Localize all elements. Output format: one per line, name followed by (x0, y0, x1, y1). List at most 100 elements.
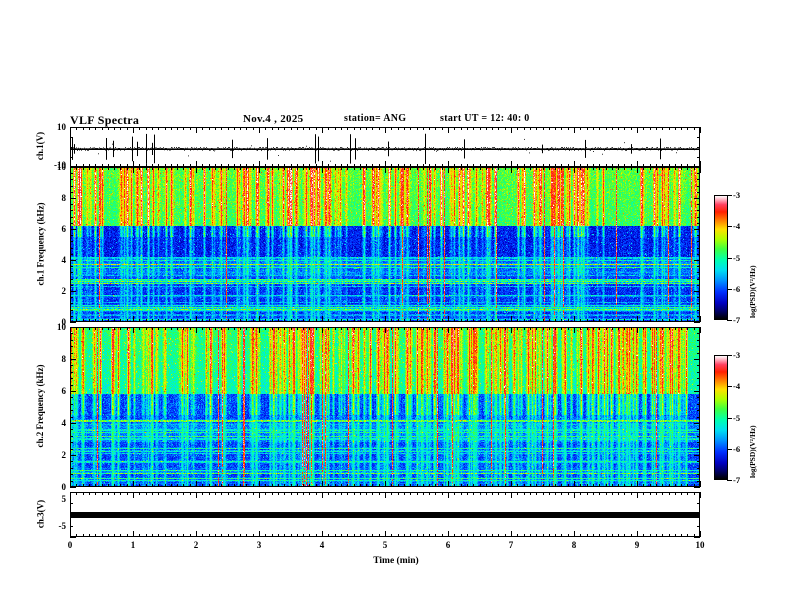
x-tick (466, 127, 468, 130)
x-tick (586, 127, 588, 130)
colorbar-tick-label--6: -6 (733, 283, 741, 294)
x-tick (170, 164, 172, 167)
x-tick (88, 319, 90, 322)
y-tick (697, 365, 700, 367)
y-tick (70, 127, 76, 128)
x-tick (542, 534, 544, 537)
x-tick (422, 319, 424, 322)
x-tick (139, 164, 141, 167)
x-tick (240, 492, 242, 495)
x-tick (542, 484, 544, 487)
y-tick (70, 173, 73, 175)
x-tick (120, 492, 122, 495)
x-tick (435, 319, 437, 322)
y-tick (70, 365, 73, 367)
x-tick (416, 127, 418, 130)
x-tick (630, 127, 632, 130)
x-tick (246, 164, 248, 167)
x-tick (630, 492, 632, 495)
x-tick (259, 481, 260, 487)
y-tick (697, 216, 700, 218)
x-tick (435, 167, 437, 170)
x-tick (567, 534, 569, 537)
x-tick (643, 167, 645, 170)
x-tick (624, 484, 626, 487)
x-tick (454, 534, 456, 537)
y-tick (697, 448, 700, 450)
x-tick (485, 327, 487, 330)
x-tick (202, 164, 204, 167)
x-tick (183, 327, 185, 330)
y-tick (70, 423, 76, 424)
x-tick (322, 316, 323, 322)
x-tick (504, 534, 506, 537)
x-tick (151, 327, 153, 330)
y-tick (70, 260, 76, 261)
x-tick (548, 484, 550, 487)
x-tick (599, 492, 601, 495)
x-tick (296, 164, 298, 167)
y-tick (70, 137, 73, 138)
x-tick-label-9: 9 (634, 540, 640, 550)
x-tick (555, 127, 557, 130)
x-tick (391, 484, 393, 487)
x-tick (271, 319, 273, 322)
x-tick (700, 531, 701, 537)
x-tick (76, 127, 78, 130)
x-tick (208, 327, 210, 330)
x-tick (681, 484, 683, 487)
y-tick (70, 410, 73, 412)
x-tick (158, 534, 160, 537)
x-tick (511, 167, 512, 173)
x-tick (359, 484, 361, 487)
x-tick (88, 534, 90, 537)
x-tick (700, 127, 701, 133)
x-tick (359, 319, 361, 322)
y-tick (694, 359, 700, 360)
x-tick (466, 492, 468, 495)
y-tick (70, 247, 73, 249)
x-tick (630, 319, 632, 322)
x-tick (265, 484, 267, 487)
y-tick (70, 403, 73, 405)
x-tick (498, 327, 500, 330)
x-tick (435, 327, 437, 330)
x-tick (599, 327, 601, 330)
x-tick (580, 534, 582, 537)
x-tick (410, 164, 412, 167)
y-tick (697, 235, 700, 237)
x-tick (233, 167, 235, 170)
x-tick (687, 319, 689, 322)
x-tick (605, 534, 607, 537)
x-tick (485, 534, 487, 537)
x-tick (536, 164, 538, 167)
x-tick (555, 319, 557, 322)
x-tick (158, 327, 160, 330)
x-tick (120, 327, 122, 330)
x-tick (359, 492, 361, 495)
y-tick (70, 157, 73, 158)
x-tick (233, 164, 235, 167)
x-tick (473, 492, 475, 495)
y-tick (697, 137, 700, 138)
x-tick (183, 534, 185, 537)
x-tick (655, 534, 657, 537)
x-tick (460, 127, 462, 130)
x-tick (151, 164, 153, 167)
x-tick (284, 492, 286, 495)
colorbar-tick (727, 320, 732, 321)
x-tick (322, 167, 323, 173)
x-tick (662, 167, 664, 170)
x-tick (196, 531, 197, 537)
x-tick (655, 327, 657, 330)
x-tick (567, 319, 569, 322)
x-tick (277, 327, 279, 330)
y-tick (697, 410, 700, 412)
x-tick (151, 534, 153, 537)
x-tick (290, 492, 292, 495)
x-tick (542, 164, 544, 167)
x-tick (208, 167, 210, 170)
x-tick (322, 161, 323, 167)
x-tick (322, 481, 323, 487)
x-tick (492, 127, 494, 130)
